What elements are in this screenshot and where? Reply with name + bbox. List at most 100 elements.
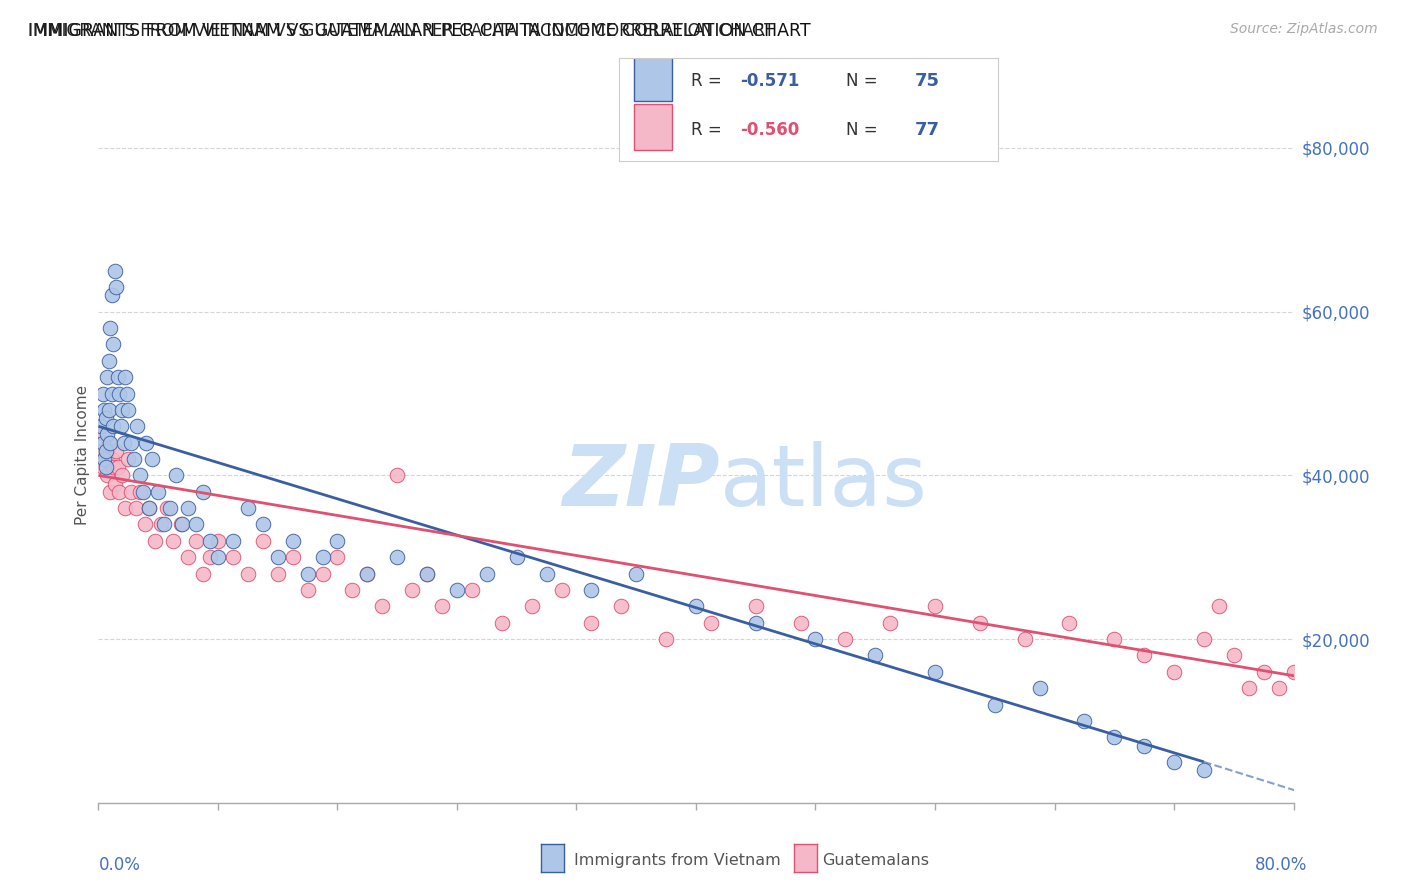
Point xyxy=(446,582,468,597)
Point xyxy=(984,698,1007,712)
Point xyxy=(100,321,122,335)
Point xyxy=(90,419,112,434)
Point xyxy=(297,582,319,597)
Point xyxy=(506,550,529,565)
Point xyxy=(1192,632,1215,646)
Point xyxy=(1073,714,1095,728)
Text: R =: R = xyxy=(690,120,727,139)
Point xyxy=(162,533,184,548)
Point xyxy=(103,460,125,475)
Point xyxy=(100,435,122,450)
Text: 75: 75 xyxy=(915,71,939,89)
Point xyxy=(581,582,603,597)
Point xyxy=(105,443,128,458)
Point xyxy=(745,615,768,630)
Point xyxy=(107,370,129,384)
Point xyxy=(311,550,333,565)
Point xyxy=(1028,681,1050,696)
Point xyxy=(416,566,439,581)
Point xyxy=(1357,681,1379,696)
Point xyxy=(90,443,112,458)
Point xyxy=(112,435,135,450)
Point xyxy=(93,427,115,442)
Point xyxy=(430,599,453,614)
Point xyxy=(267,550,290,565)
Point xyxy=(111,403,134,417)
Point xyxy=(311,566,333,581)
Point xyxy=(132,484,155,499)
Point xyxy=(117,403,139,417)
Point xyxy=(1163,665,1185,679)
Point xyxy=(626,566,648,581)
Point xyxy=(129,484,152,499)
Point xyxy=(191,566,214,581)
Point xyxy=(252,517,274,532)
Point xyxy=(129,468,152,483)
Point xyxy=(461,582,484,597)
Point xyxy=(177,501,200,516)
Point xyxy=(879,615,901,630)
Point xyxy=(252,533,274,548)
Point xyxy=(135,435,157,450)
Text: -0.571: -0.571 xyxy=(740,71,800,89)
Point xyxy=(120,435,142,450)
Point xyxy=(97,353,120,368)
Point xyxy=(1327,681,1350,696)
Point xyxy=(115,386,138,401)
Point xyxy=(491,615,513,630)
Point xyxy=(1192,763,1215,777)
Point xyxy=(222,533,245,548)
Point xyxy=(536,566,558,581)
Point xyxy=(222,550,245,565)
Point xyxy=(124,452,146,467)
Point xyxy=(834,632,856,646)
Text: N =: N = xyxy=(846,71,883,89)
Point xyxy=(97,403,120,417)
Point xyxy=(105,280,128,294)
Point xyxy=(96,468,118,483)
Point xyxy=(581,615,603,630)
Point xyxy=(108,484,131,499)
Point xyxy=(804,632,827,646)
Point xyxy=(159,501,181,516)
Point xyxy=(94,411,117,425)
Point xyxy=(356,566,378,581)
Point xyxy=(165,468,187,483)
Text: 0.0%: 0.0% xyxy=(98,856,141,874)
Point xyxy=(91,386,114,401)
Point xyxy=(1267,681,1289,696)
Point xyxy=(1343,665,1365,679)
Point xyxy=(200,533,222,548)
Point xyxy=(184,533,207,548)
Point xyxy=(520,599,543,614)
Point xyxy=(143,533,166,548)
Point xyxy=(685,599,707,614)
Point xyxy=(191,484,214,499)
Point xyxy=(169,517,191,532)
Point xyxy=(200,550,222,565)
Text: Immigrants from Vietnam: Immigrants from Vietnam xyxy=(574,854,780,868)
Point xyxy=(655,632,678,646)
Point xyxy=(865,648,887,663)
Text: 77: 77 xyxy=(915,120,939,139)
Text: atlas: atlas xyxy=(720,442,928,524)
Point xyxy=(789,615,811,630)
Point xyxy=(117,452,139,467)
Text: Guatemalans: Guatemalans xyxy=(823,854,929,868)
Point xyxy=(184,517,207,532)
Point xyxy=(107,460,129,475)
Point xyxy=(356,566,378,581)
Point xyxy=(267,566,290,581)
Point xyxy=(281,550,304,565)
Point xyxy=(141,452,163,467)
Text: -0.560: -0.560 xyxy=(740,120,800,139)
Point xyxy=(138,501,160,516)
FancyBboxPatch shape xyxy=(634,104,672,150)
Point xyxy=(93,403,115,417)
Point xyxy=(101,452,124,467)
Point xyxy=(1014,632,1036,646)
Point xyxy=(125,501,148,516)
Point xyxy=(385,468,409,483)
Point xyxy=(153,517,176,532)
Point xyxy=(120,484,142,499)
